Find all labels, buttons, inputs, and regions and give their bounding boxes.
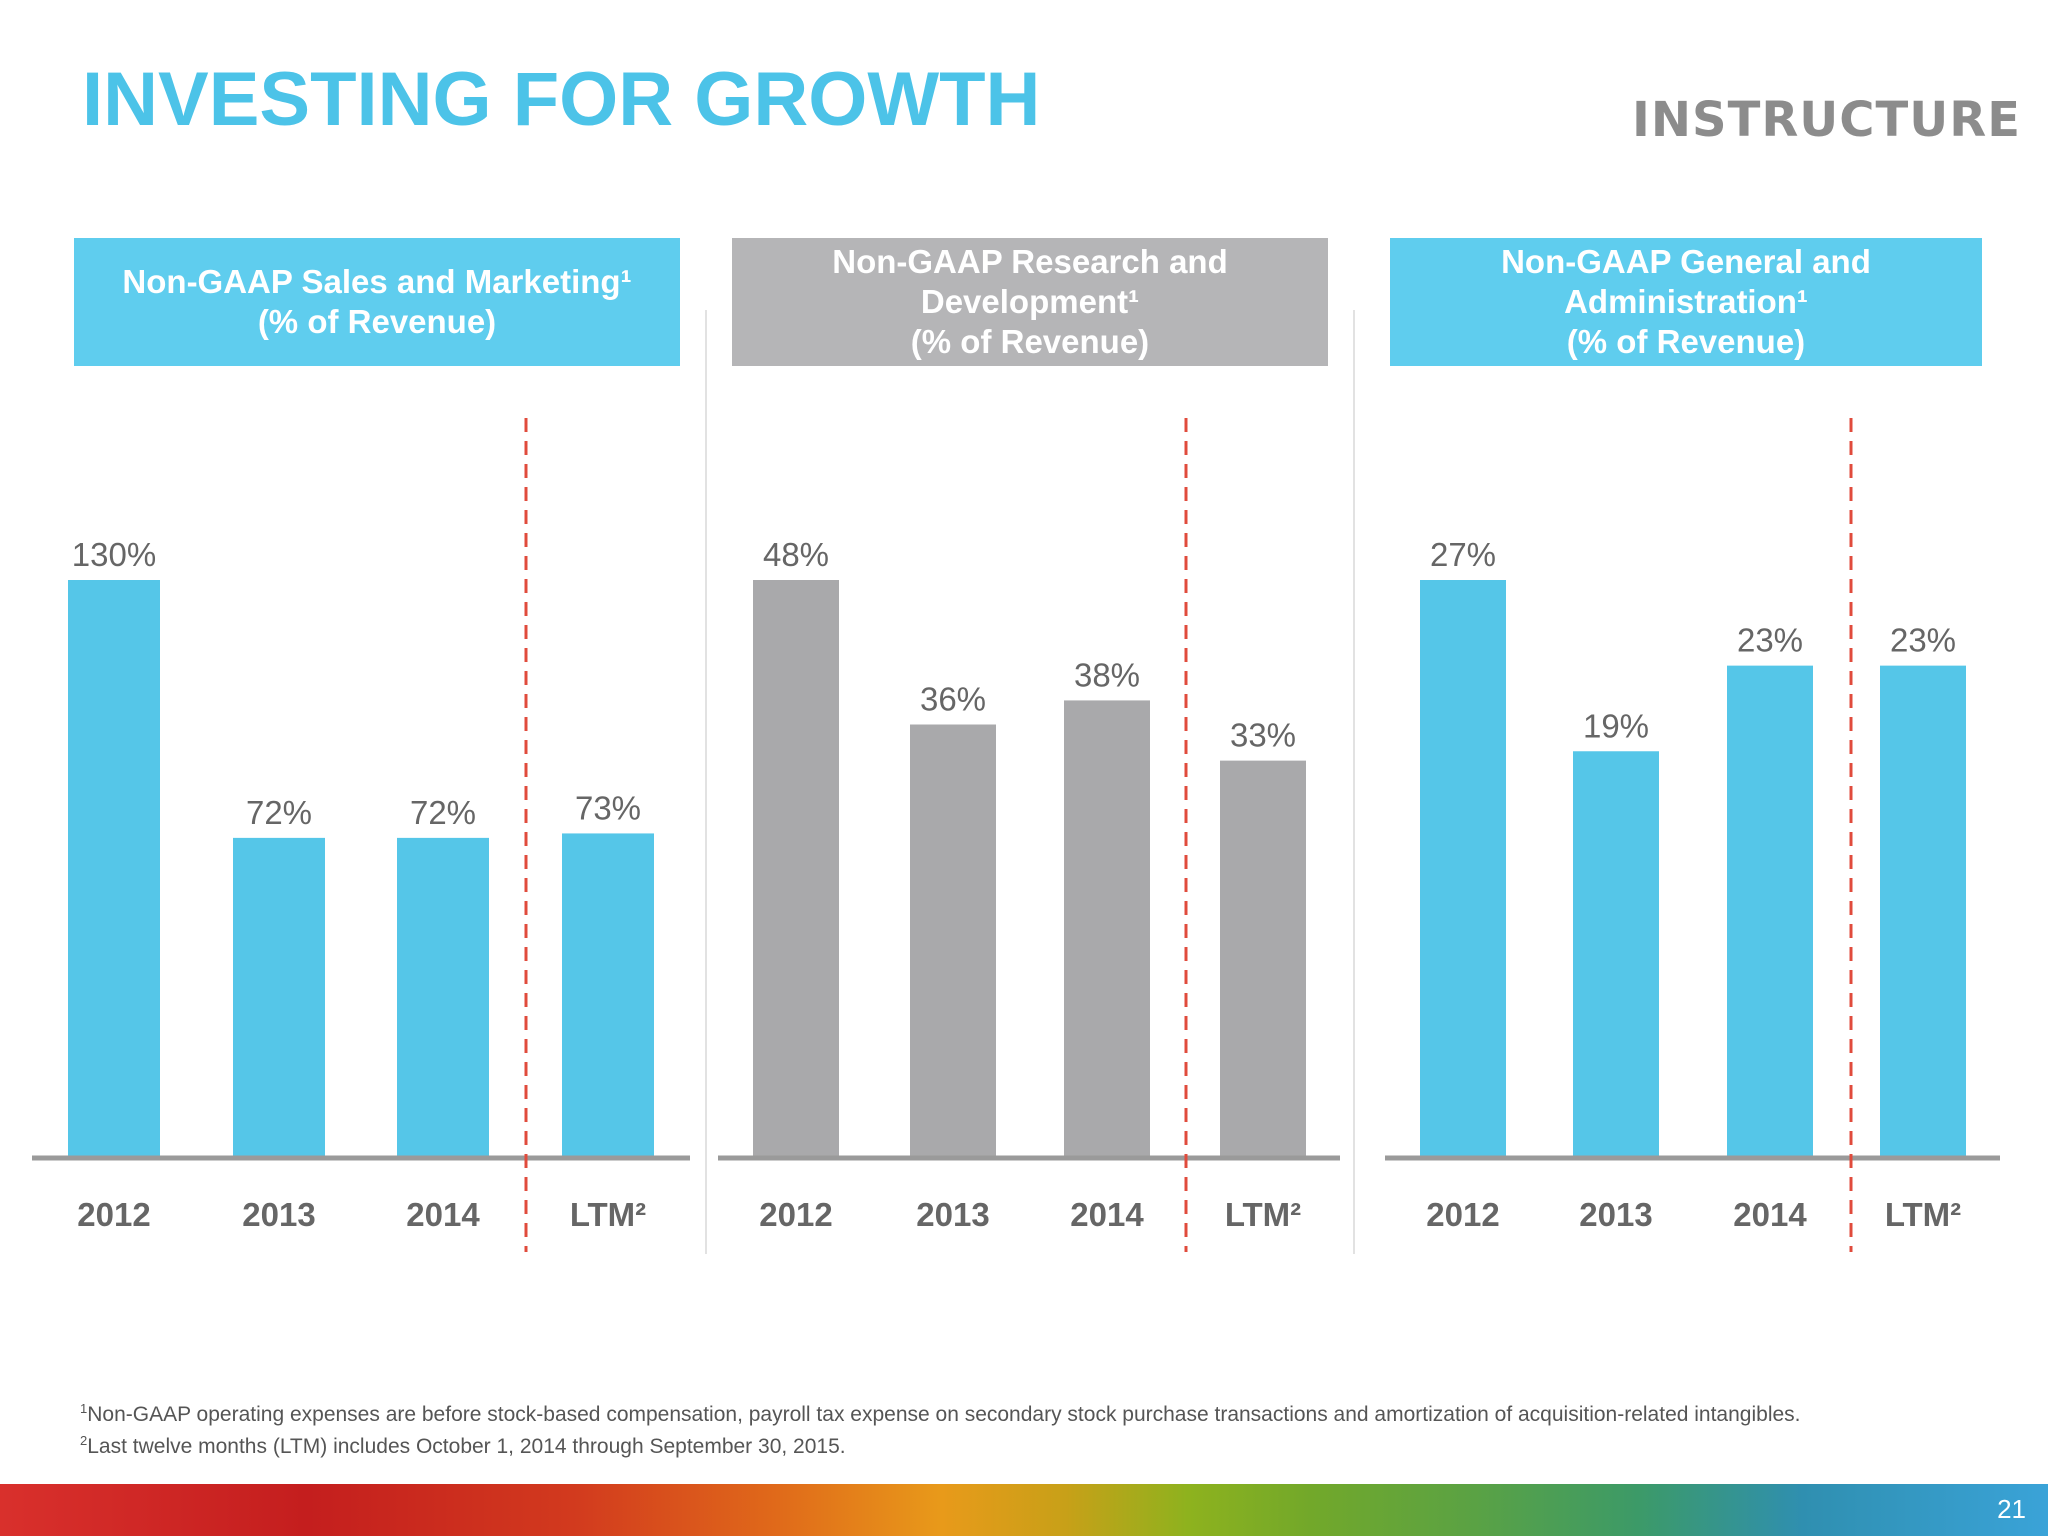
chart-header-research-development: Non-GAAP Research and Development¹ (% of…	[732, 238, 1328, 366]
data-label: 48%	[763, 536, 829, 573]
category-label: 2012	[1426, 1196, 1499, 1233]
category-label: 2012	[759, 1196, 832, 1233]
bar-ltm	[1880, 665, 1966, 1158]
data-label: 23%	[1890, 622, 1956, 659]
panel-separator	[1353, 310, 1355, 1254]
chart-header-line: (% of Revenue)	[257, 303, 497, 340]
bar-2014	[1727, 665, 1813, 1158]
chart-header-line: Development¹	[920, 283, 1140, 320]
data-label: 130%	[72, 536, 156, 573]
data-label: 33%	[1230, 717, 1296, 754]
data-label: 72%	[246, 794, 312, 831]
bar-2012	[68, 580, 160, 1158]
category-label: 2013	[916, 1196, 989, 1233]
data-label: 23%	[1737, 622, 1803, 659]
category-label: 2014	[1733, 1196, 1807, 1233]
category-label: 2012	[77, 1196, 150, 1233]
category-label: LTM²	[1885, 1196, 1961, 1233]
chart-header-line: (% of Revenue)	[1566, 323, 1806, 360]
chart-header-line: Non-GAAP Sales and Marketing¹	[122, 263, 632, 300]
category-label: LTM²	[570, 1196, 646, 1233]
chart-header-sales-marketing: Non-GAAP Sales and Marketing¹ (% of Reve…	[74, 238, 680, 366]
bar-2013	[1573, 751, 1659, 1158]
bar-2013	[910, 724, 996, 1158]
bar-2012	[753, 580, 839, 1158]
panel-separator	[705, 310, 707, 1254]
data-label: 38%	[1074, 656, 1140, 693]
category-label: 2013	[242, 1196, 315, 1233]
chart-header-line: Administration¹	[1564, 283, 1808, 320]
chart-header-line: Non-GAAP Research and	[832, 243, 1228, 280]
footnote-1: 1Non-GAAP operating expenses are before …	[80, 1401, 1801, 1426]
data-label: 36%	[920, 681, 986, 718]
instructure-logo: INSTRUCTURE	[1632, 92, 2021, 148]
slide-title: INVESTING FOR GROWTH	[82, 57, 1041, 142]
bar-2014	[1064, 700, 1150, 1158]
bar-2014	[397, 837, 489, 1158]
bar-ltm	[562, 833, 654, 1158]
footnotes: 1Non-GAAP operating expenses are before …	[80, 1396, 1801, 1460]
chart-header-general-administration: Non-GAAP General and Administration¹ (% …	[1390, 238, 1982, 366]
category-label: LTM²	[1225, 1196, 1301, 1233]
chart-header-line: Non-GAAP General and	[1501, 243, 1871, 280]
page-number: 21	[1997, 1494, 2026, 1524]
footnote-2: 2Last twelve months (LTM) includes Octob…	[80, 1433, 846, 1458]
category-label: 2014	[406, 1196, 480, 1233]
chart-header-line: (% of Revenue)	[910, 323, 1150, 360]
data-label: 19%	[1583, 707, 1649, 744]
data-label: 72%	[410, 794, 476, 831]
data-label: 27%	[1430, 536, 1496, 573]
category-label: 2013	[1579, 1196, 1652, 1233]
bar-2012	[1420, 580, 1506, 1158]
data-label: 73%	[575, 789, 641, 826]
decorative-color-band	[0, 1484, 2048, 1536]
bar-ltm	[1220, 760, 1306, 1158]
category-label: 2014	[1070, 1196, 1144, 1233]
bar-2013	[233, 837, 325, 1158]
